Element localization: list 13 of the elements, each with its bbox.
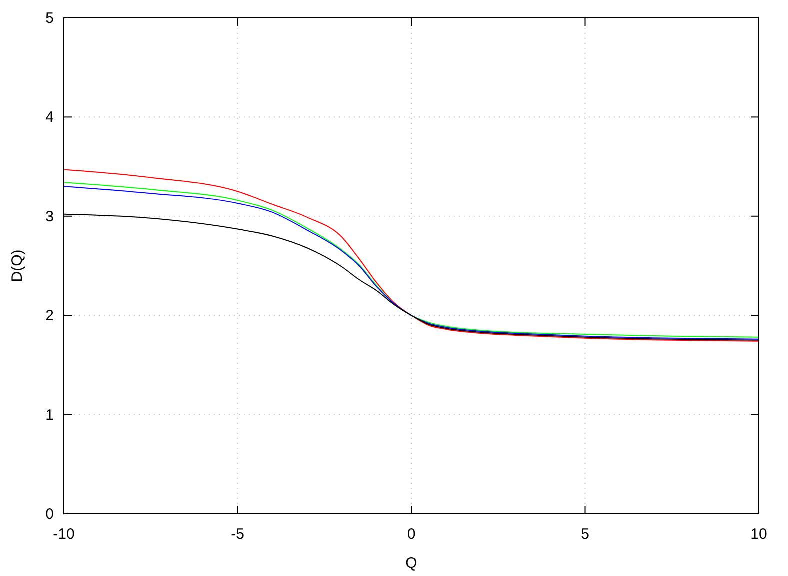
y-tick-label: 0 <box>46 506 54 523</box>
y-tick-label: 1 <box>46 406 54 424</box>
y-tick-label: 2 <box>46 308 54 325</box>
x-tick-label: -10 <box>53 526 75 543</box>
x-tick-label: 0 <box>407 526 416 543</box>
y-tick-label: 3 <box>46 208 54 226</box>
x-tick-label: 10 <box>750 526 768 543</box>
x-axis-title: Q <box>406 555 418 572</box>
y-tick-label: 5 <box>46 10 54 27</box>
x-tick-label: 5 <box>581 526 590 543</box>
y-tick-label: 4 <box>46 109 54 126</box>
y-axis-title: D(Q) <box>9 250 26 282</box>
x-tick-label: -5 <box>231 526 244 543</box>
